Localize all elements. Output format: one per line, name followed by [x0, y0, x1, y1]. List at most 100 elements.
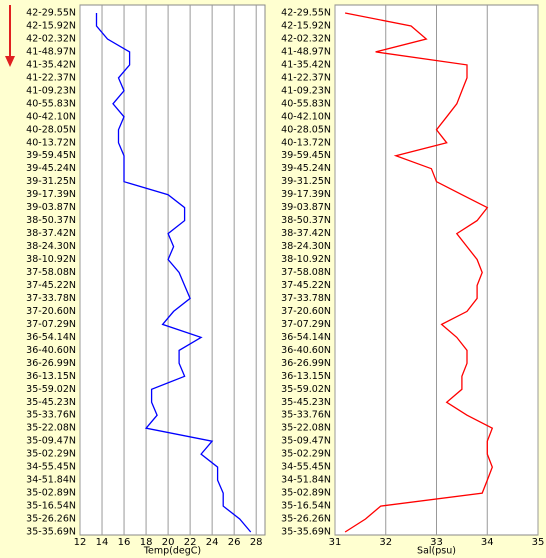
y-tick-label: 40-13.72N: [26, 137, 76, 148]
y-tick-label: 35-33.76N: [281, 410, 331, 421]
y-tick-label: 35-35.69N: [281, 527, 331, 538]
y-tick-label: 41-22.37N: [281, 72, 331, 83]
y-tick-label: 35-16.54N: [281, 501, 331, 512]
y-tick-label: 35-02.89N: [281, 488, 331, 499]
y-tick-label: 39-03.87N: [281, 202, 331, 213]
y-tick-label: 34-51.84N: [281, 475, 331, 486]
y-tick-label: 35-22.08N: [281, 423, 331, 434]
y-tick-label: 35-45.23N: [26, 397, 76, 408]
y-tick-label: 35-16.54N: [26, 501, 76, 512]
x-tick-label: 34: [481, 537, 494, 548]
y-tick-label: 39-59.45N: [26, 150, 76, 161]
y-tick-label: 39-31.25N: [26, 176, 76, 187]
y-tick-label: 41-35.42N: [281, 59, 331, 70]
y-tick-label: 37-45.22N: [281, 280, 331, 291]
x-tick-label: 24: [206, 537, 219, 548]
x-tick-label: 35: [532, 537, 545, 548]
y-tick-label: 37-07.29N: [281, 319, 331, 330]
y-tick-label: 37-45.22N: [26, 280, 76, 291]
x-tick-label: 12: [74, 537, 87, 548]
y-tick-label: 42-15.92N: [26, 20, 76, 31]
y-tick-label: 42-15.92N: [281, 20, 331, 31]
y-tick-label: 34-51.84N: [26, 475, 76, 486]
y-tick-label: 40-42.10N: [281, 111, 331, 122]
arrow-head: [5, 56, 15, 67]
y-tick-label: 40-28.05N: [26, 124, 76, 135]
y-tick-label: 37-33.78N: [281, 293, 331, 304]
y-tick-label: 35-09.47N: [26, 436, 76, 447]
y-tick-label: 41-09.23N: [281, 85, 331, 96]
y-tick-label: 35-26.26N: [26, 514, 76, 525]
y-tick-label: 39-45.24N: [26, 163, 76, 174]
y-tick-label: 41-48.97N: [26, 46, 76, 57]
y-tick-label: 34-55.45N: [26, 462, 76, 473]
y-tick-label: 35-35.69N: [26, 527, 76, 538]
y-tick-label: 38-24.30N: [281, 241, 331, 252]
x-tick-label: 14: [96, 537, 109, 548]
y-tick-label: 38-50.37N: [281, 215, 331, 226]
y-tick-label: 35-26.26N: [281, 514, 331, 525]
x-tick-label: 18: [140, 537, 153, 548]
y-tick-label: 35-59.02N: [281, 384, 331, 395]
y-tick-label: 40-28.05N: [281, 124, 331, 135]
y-tick-label: 39-31.25N: [281, 176, 331, 187]
y-tick-label: 38-10.92N: [281, 254, 331, 265]
y-tick-label: 35-09.47N: [281, 436, 331, 447]
y-tick-label: 40-42.10N: [26, 111, 76, 122]
y-tick-label: 38-37.42N: [26, 228, 76, 239]
y-tick-label: 36-26.99N: [26, 358, 76, 369]
y-tick-label: 38-24.30N: [26, 241, 76, 252]
y-tick-label: 36-26.99N: [281, 358, 331, 369]
y-tick-label: 36-54.14N: [281, 332, 331, 343]
x-tick-label: 22: [184, 537, 197, 548]
x-tick-label: 20: [162, 537, 175, 548]
y-tick-label: 36-13.15N: [281, 371, 331, 382]
x-tick-label: 31: [329, 537, 342, 548]
plot-area: [79, 4, 266, 536]
y-tick-label: 37-20.60N: [281, 306, 331, 317]
x-axis-label: Temp(degC): [143, 546, 201, 557]
y-tick-label: 42-29.55N: [281, 8, 331, 19]
y-tick-label: 42-02.32N: [26, 33, 76, 44]
y-tick-label: 39-03.87N: [26, 202, 76, 213]
y-tick-label: 39-59.45N: [281, 150, 331, 161]
y-tick-label: 38-10.92N: [26, 254, 76, 265]
y-tick-label: 40-55.83N: [281, 98, 331, 109]
y-tick-label: 34-55.45N: [281, 462, 331, 473]
y-tick-label: 41-48.97N: [281, 46, 331, 57]
y-tick-label: 36-40.60N: [26, 345, 76, 356]
y-tick-label: 35-59.02N: [26, 384, 76, 395]
y-tick-label: 40-13.72N: [281, 137, 331, 148]
data-line: [95, 13, 252, 533]
y-tick-label: 42-02.32N: [281, 33, 331, 44]
y-tick-label: 37-07.29N: [26, 319, 76, 330]
y-tick-label: 35-22.08N: [26, 423, 76, 434]
x-tick-label: 26: [228, 537, 241, 548]
x-tick-label: 32: [379, 537, 392, 548]
y-tick-label: 39-17.39N: [281, 189, 331, 200]
y-tick-label: 36-40.60N: [281, 345, 331, 356]
y-tick-label: 37-58.08N: [281, 267, 331, 278]
data-line: [344, 12, 494, 533]
y-tick-label: 38-50.37N: [26, 215, 76, 226]
y-tick-label: 35-33.76N: [26, 410, 76, 421]
y-tick-label: 39-45.24N: [281, 163, 331, 174]
y-tick-label: 39-17.39N: [26, 189, 76, 200]
y-tick-label: 36-54.14N: [26, 332, 76, 343]
y-tick-label: 37-33.78N: [26, 293, 76, 304]
x-tick-label: 33: [430, 537, 443, 548]
y-tick-label: 41-22.37N: [26, 72, 76, 83]
x-axis-label: Sal(psu): [417, 546, 456, 557]
y-tick-label: 35-45.23N: [281, 397, 331, 408]
y-tick-label: 35-02.29N: [26, 449, 76, 460]
y-tick-label: 42-29.55N: [26, 8, 76, 19]
y-tick-label: 37-58.08N: [26, 267, 76, 278]
y-tick-label: 38-37.42N: [281, 228, 331, 239]
y-tick-label: 35-02.89N: [26, 488, 76, 499]
y-tick-label: 41-35.42N: [26, 59, 76, 70]
y-tick-label: 36-13.15N: [26, 371, 76, 382]
x-tick-label: 28: [250, 537, 263, 548]
y-tick-label: 35-02.29N: [281, 449, 331, 460]
x-tick-label: 16: [118, 537, 131, 548]
